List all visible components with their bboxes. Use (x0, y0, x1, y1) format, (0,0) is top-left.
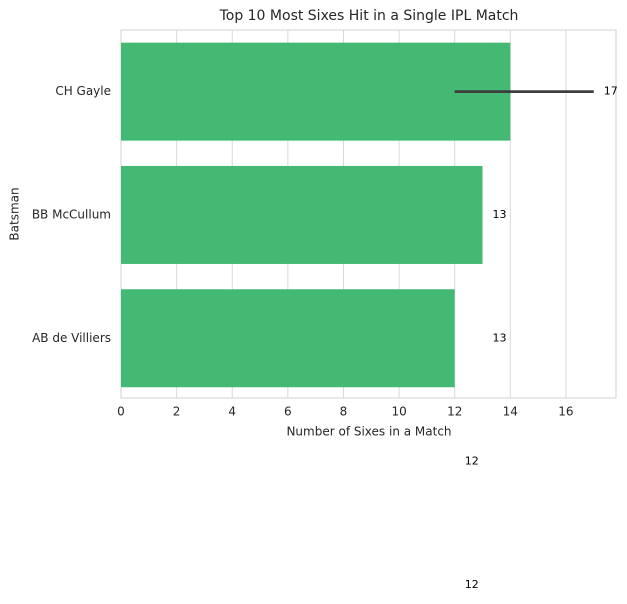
annotation: 12 (465, 455, 479, 468)
bar (121, 289, 455, 388)
y-tick-label: CH Gayle (55, 84, 111, 98)
annotation: 12 (465, 578, 479, 591)
x-axis-label: Number of Sixes in a Match (286, 425, 451, 439)
annotation: 13 (493, 208, 507, 221)
x-tick-label: 16 (558, 405, 573, 419)
x-tick-label: 2 (173, 405, 181, 419)
x-tick-label: 10 (391, 405, 406, 419)
x-tick-label: 0 (117, 405, 125, 419)
x-tick-label: 6 (284, 405, 292, 419)
bar (121, 165, 483, 264)
chart-title: Top 10 Most Sixes Hit in a Single IPL Ma… (219, 8, 519, 24)
y-tick-label: BB McCullum (32, 207, 111, 221)
x-tick-label: 14 (503, 405, 518, 419)
x-tick-label: 8 (340, 405, 348, 419)
y-axis-label: Batsman (8, 187, 22, 240)
annotation: 13 (493, 331, 507, 344)
y-tick-label: AB de Villiers (32, 331, 111, 345)
x-tick-label: 4 (228, 405, 236, 419)
x-tick-label: 12 (447, 405, 462, 419)
bar (121, 42, 511, 141)
annotation: 17 (604, 85, 618, 98)
